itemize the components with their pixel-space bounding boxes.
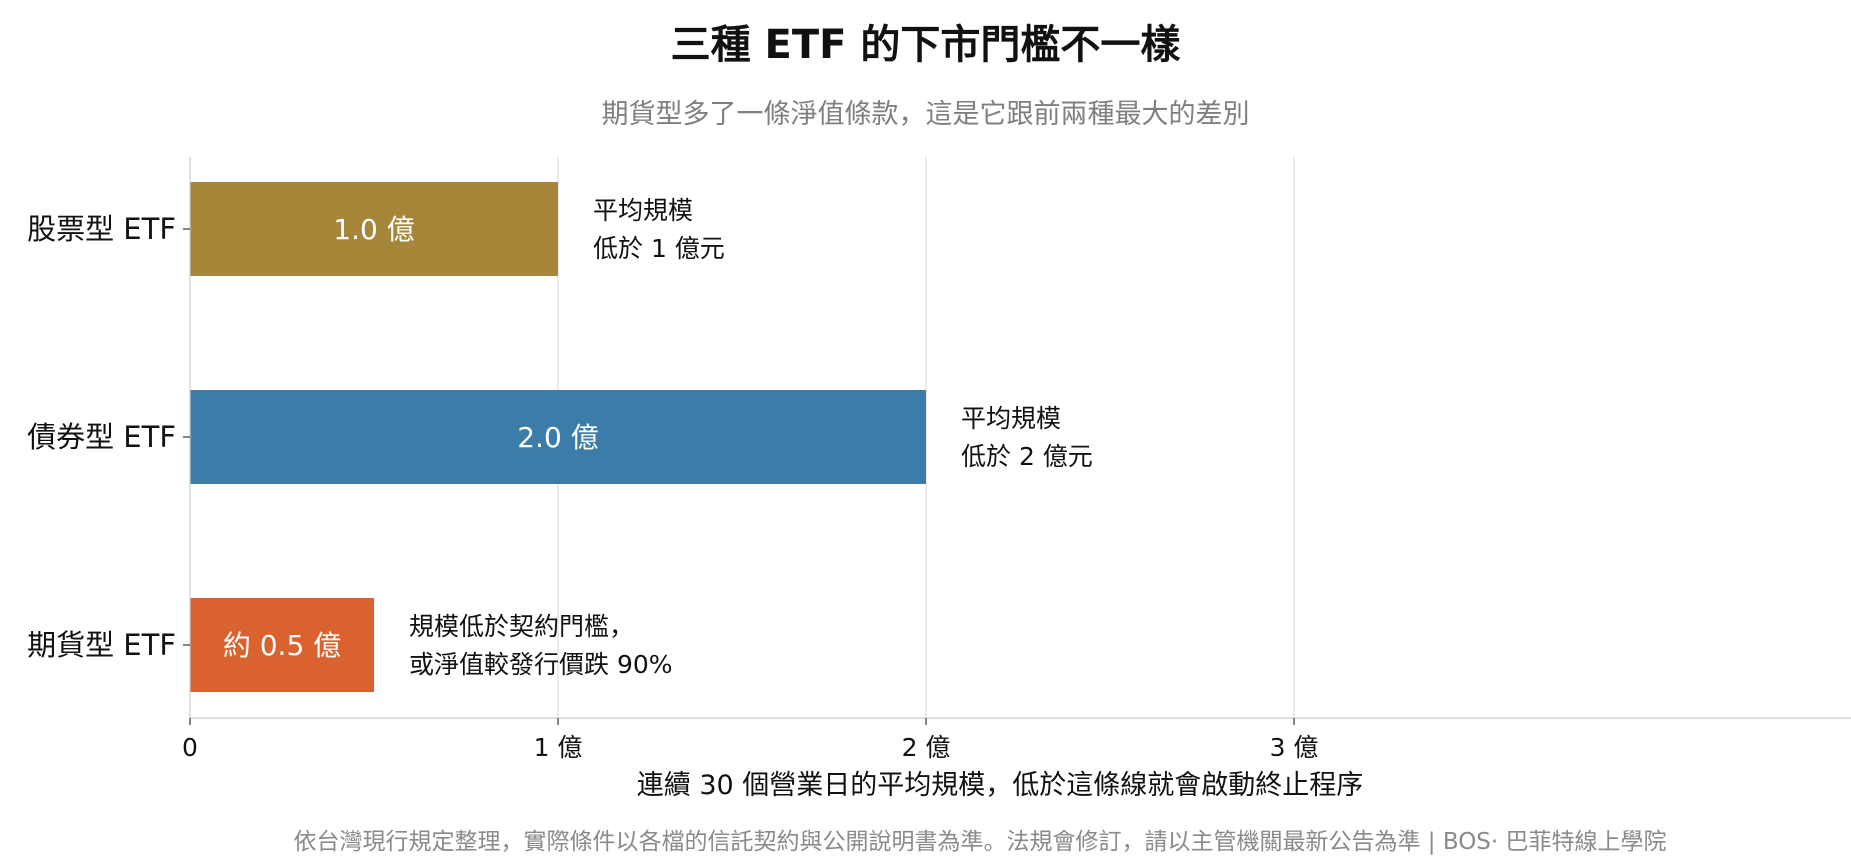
bar xyxy=(190,598,374,692)
bar-annotation-line: 平均規模 xyxy=(593,196,693,225)
bar-annotation-line: 低於 1 億元 xyxy=(593,234,725,263)
chart-subtitle: 期貨型多了一條淨值條款，這是它跟前兩種最大的差別 xyxy=(601,99,1250,130)
bar-annotation-line: 規模低於契約門檻， xyxy=(409,612,634,641)
x-axis-label: 連續 30 個營業日的平均規模，低於這條線就會啟動終止程序 xyxy=(637,770,1364,801)
x-tick-label: 3 億 xyxy=(1270,733,1319,762)
x-tick-label: 2 億 xyxy=(902,733,951,762)
bar-value-label: 2.0 億 xyxy=(517,421,598,454)
footnote: 依台灣現行規定整理，實際條件以各檔的信託契約與公開說明書為準。法規會修訂，請以主… xyxy=(293,829,1667,855)
y-category-label: 股票型 ETF xyxy=(27,212,176,246)
bar-annotation-line: 平均規模 xyxy=(961,404,1061,433)
bar-value-label: 1.0 億 xyxy=(333,213,414,246)
chart-title: 三種 ETF 的下市門檻不一樣 xyxy=(670,22,1181,68)
bar-labels: 1.0 億 2.0 億約 0.5 億 xyxy=(223,213,599,662)
bar-annotation-line: 低於 2 億元 xyxy=(961,442,1093,471)
bar xyxy=(190,182,558,276)
bar-value-label: 約 0.5 億 xyxy=(223,629,341,662)
y-category-label: 債券型 ETF xyxy=(27,420,176,454)
axes: 0 1 億 2 億 3 億 股票型 ETF 債券型 ETF 期貨型 ETF xyxy=(27,157,1851,762)
x-tick-label: 0 xyxy=(182,733,198,762)
bars xyxy=(190,182,926,692)
y-category-label: 期貨型 ETF xyxy=(27,628,176,662)
bar-annotation-line: 或淨值較發行價跌 90% xyxy=(409,650,673,679)
x-tick-label: 1 億 xyxy=(534,733,583,762)
bar xyxy=(190,390,926,484)
